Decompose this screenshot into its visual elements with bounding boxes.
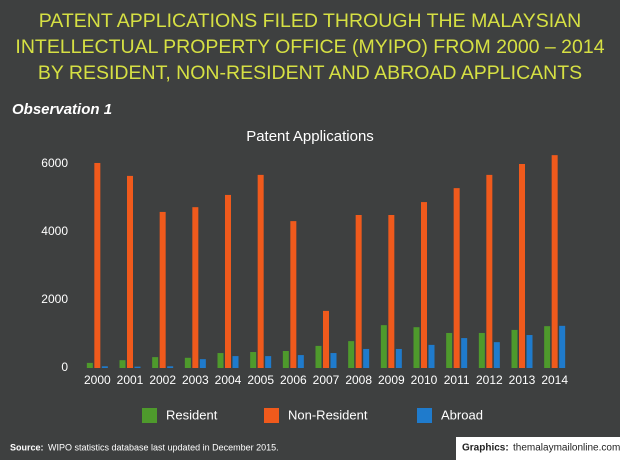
title-line: BY RESIDENT, NON-RESIDENT AND ABROAD APP…	[38, 62, 582, 84]
bar	[454, 188, 460, 368]
bar	[102, 366, 108, 368]
x-tick-label: 2005	[247, 373, 274, 387]
bar	[316, 346, 322, 368]
bar	[544, 326, 550, 368]
legend-swatch	[142, 408, 157, 423]
bar	[192, 207, 198, 368]
bar	[283, 351, 289, 368]
bar	[87, 363, 93, 368]
bar	[258, 175, 264, 368]
bar	[120, 360, 126, 368]
bar	[356, 215, 362, 368]
bar	[381, 325, 387, 368]
legend-swatch	[264, 408, 279, 423]
chart-subtitle: Patent Applications	[246, 128, 374, 145]
bar	[429, 345, 435, 368]
bar	[127, 176, 133, 368]
bar	[388, 215, 394, 368]
bar	[250, 352, 256, 368]
x-tick-label: 2014	[541, 373, 568, 387]
x-tick-label: 2008	[345, 373, 372, 387]
x-tick-label: 2003	[182, 373, 209, 387]
source-label: Source:	[10, 442, 44, 452]
credit-label: Graphics:	[462, 443, 509, 454]
x-tick-label: 2011	[444, 373, 470, 387]
bar	[225, 195, 231, 368]
legend-label: Abroad	[441, 407, 483, 422]
bar	[421, 202, 427, 368]
bar	[519, 164, 525, 368]
bar	[135, 367, 141, 368]
bar	[486, 175, 492, 368]
bar	[290, 221, 296, 368]
bar	[185, 358, 191, 368]
y-tick-label: 2000	[41, 292, 68, 306]
legend-label: Resident	[166, 407, 218, 422]
bar	[160, 212, 166, 368]
bar	[479, 333, 485, 368]
bar	[233, 356, 239, 368]
observation: Observation 1	[12, 101, 112, 118]
bar	[512, 330, 518, 368]
y-tick-label: 4000	[41, 224, 68, 238]
x-tick-label: 2004	[215, 373, 242, 387]
x-tick-label: 2007	[313, 373, 340, 387]
x-tick-label: 2001	[117, 373, 144, 387]
bar	[167, 366, 173, 368]
bar	[527, 335, 533, 368]
bar	[396, 349, 402, 368]
bar	[552, 155, 558, 368]
y-tick-label: 0	[61, 360, 68, 374]
bar	[559, 326, 565, 368]
x-tick-label: 2010	[411, 373, 438, 387]
title-line: PATENT APPLICATIONS FILED THROUGH THE MA…	[39, 10, 582, 32]
bar	[331, 353, 337, 368]
bar	[363, 349, 369, 368]
x-tick-label: 2002	[149, 373, 176, 387]
x-tick-label: 2006	[280, 373, 307, 387]
bar	[218, 353, 224, 368]
source: WIPO statistics database last updated in…	[48, 442, 279, 452]
bar	[94, 163, 100, 368]
x-tick-label: 2013	[509, 373, 536, 387]
credit: themalaymailonline.com	[513, 443, 620, 454]
x-tick-label: 2012	[476, 373, 503, 387]
legend-label: Non-Resident	[288, 407, 368, 422]
bar	[446, 333, 452, 368]
bar	[414, 327, 420, 368]
x-tick-label: 2009	[378, 373, 405, 387]
bar	[323, 311, 329, 368]
bar	[200, 359, 206, 368]
bar	[348, 341, 354, 368]
bar	[494, 342, 500, 368]
legend-swatch	[417, 408, 432, 423]
bar	[152, 357, 158, 368]
title-line: INTELLECTUAL PROPERTY OFFICE (MYIPO) FRO…	[15, 36, 604, 58]
bar	[265, 356, 271, 368]
bar	[298, 355, 304, 368]
x-tick-label: 2000	[84, 373, 111, 387]
bar	[461, 338, 467, 368]
y-tick-label: 6000	[41, 156, 68, 170]
